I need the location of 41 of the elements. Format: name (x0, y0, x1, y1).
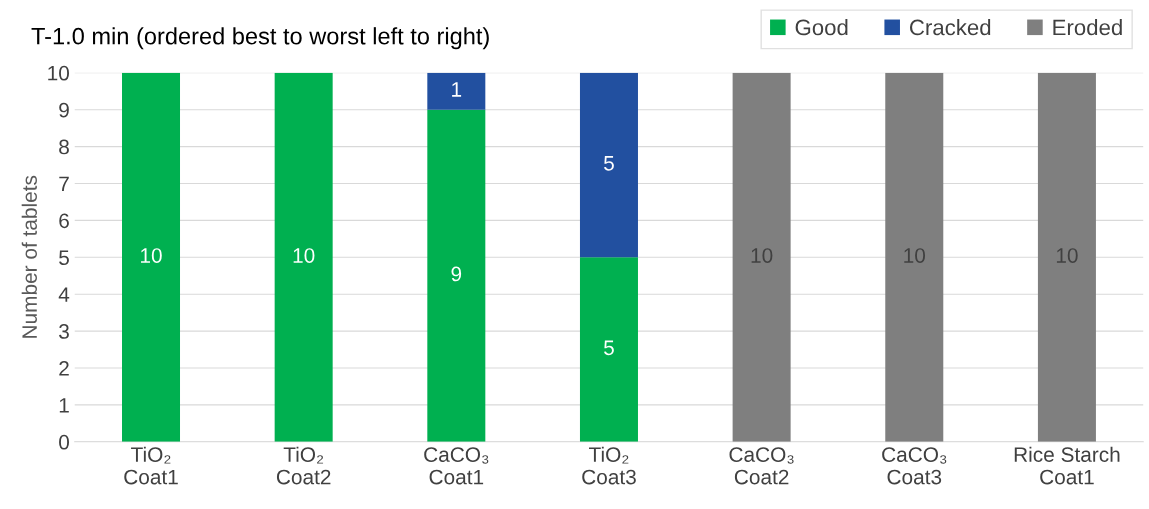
x-tick-label: TiO₂ Coat1 (124, 446, 178, 485)
y-axis-title: Number of tablets (21, 175, 37, 338)
bar (885, 72, 944, 442)
x-tick-label: CaCO₃ Coat3 (882, 447, 947, 485)
data-label: 1 (452, 82, 462, 97)
data-label: 10 (1056, 248, 1078, 263)
y-tick-label: 5 (59, 250, 69, 266)
data-label: 10 (141, 248, 162, 263)
y-tick-label: 1 (59, 398, 69, 413)
y-tick-label: 3 (59, 324, 69, 339)
data-label: 10 (751, 248, 773, 263)
legend-label: Eroded (1053, 18, 1122, 36)
data-label: 10 (904, 248, 926, 263)
chart-title: T-1.0 min (ordered best to worst left to right) (31, 27, 489, 50)
bar (1037, 72, 1096, 442)
y-tick-label: 8 (59, 139, 69, 155)
data-label: 9 (451, 266, 462, 282)
legend-label: Cracked (909, 18, 991, 36)
bar (274, 72, 333, 442)
x-tick-label: CaCO₃ Coat2 (729, 447, 794, 485)
bar (579, 72, 638, 258)
x-tick-label: Rice Starch Coat1 (1014, 446, 1120, 485)
bar (427, 72, 486, 110)
y-tick-label: 6 (59, 213, 69, 229)
data-label: 10 (293, 248, 315, 263)
bar (122, 72, 181, 442)
data-label: 5 (604, 156, 614, 171)
x-tick-label: TiO₂ Coat2 (276, 446, 331, 485)
y-tick-label: 10 (48, 65, 70, 81)
bar (579, 257, 638, 442)
legend-label: Good (795, 18, 848, 36)
y-tick-label: 2 (59, 361, 69, 376)
y-tick-label: 7 (59, 176, 69, 192)
y-tick-label: 9 (59, 102, 69, 118)
x-tick-label: CaCO₃ Coat1 (424, 447, 489, 485)
x-tick-label: TiO₂ Coat3 (582, 446, 636, 485)
data-label: 5 (604, 340, 614, 356)
y-tick-label: 4 (58, 287, 70, 302)
bar (427, 109, 486, 442)
bar (732, 72, 791, 442)
y-tick-label: 0 (59, 434, 70, 450)
